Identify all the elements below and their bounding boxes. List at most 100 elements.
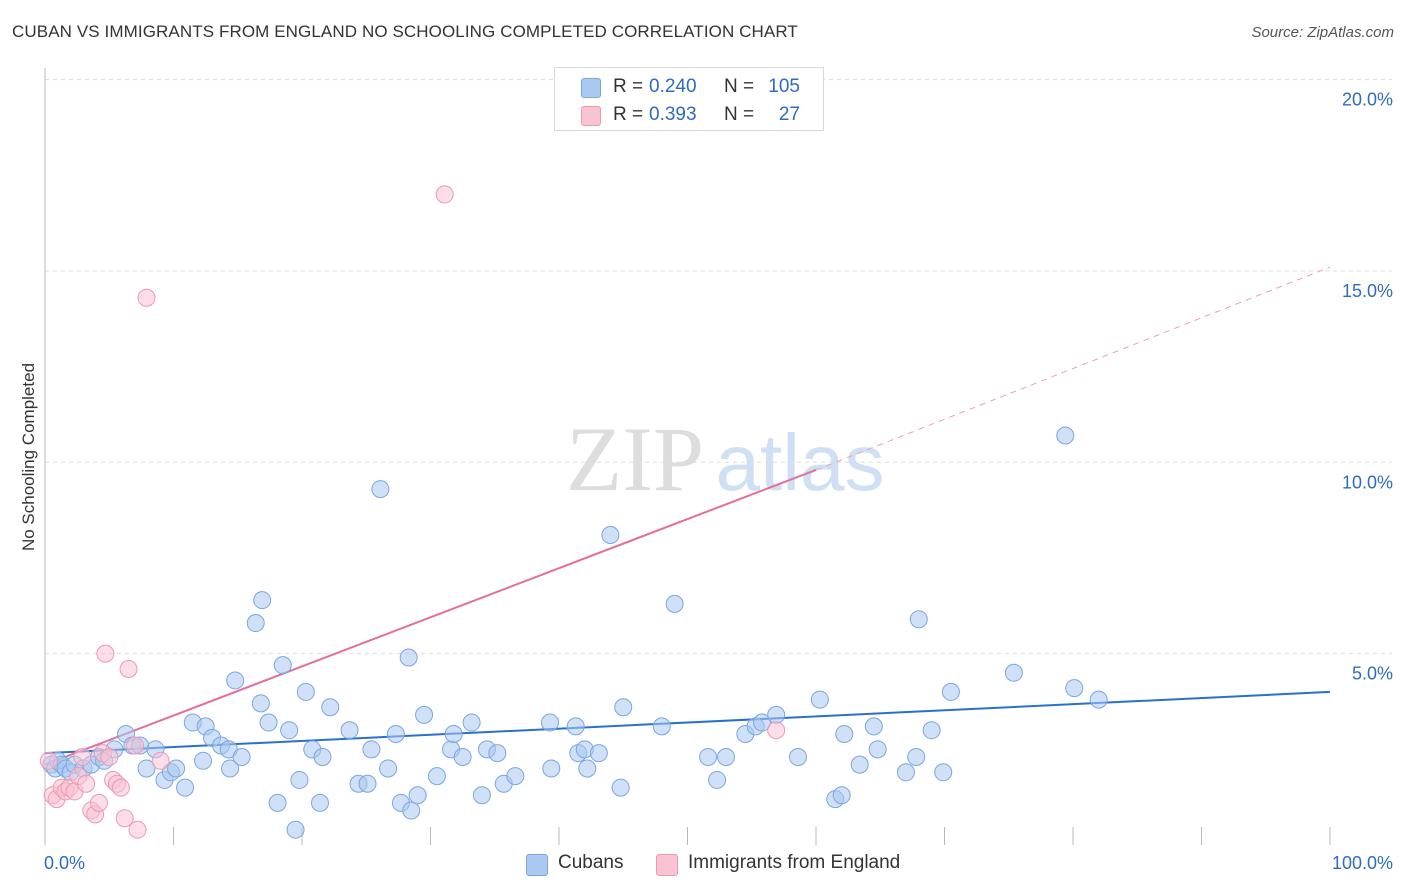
r-value: 0.240 [649,76,697,97]
cubans-swatch [581,78,601,98]
grid-layer [45,79,1392,655]
cubans-point [699,747,718,766]
cubans-point [280,721,299,740]
cubans-point [1065,679,1084,698]
cubans-point [810,690,829,709]
cubans-point [909,610,928,629]
cubans-point [427,767,446,786]
cubans-point [1056,426,1075,445]
england-point [73,747,92,766]
cubans-point [453,747,472,766]
cubans-legend-swatch [526,854,548,876]
cubans-point [614,698,633,717]
y-axis-title: No Schooling Completed [19,363,38,551]
cubans-point [246,614,265,633]
cubans-point [488,744,507,763]
cubans-point [1089,690,1108,709]
england-point [111,778,130,797]
cubans-point [232,747,251,766]
cubans-point [310,793,329,812]
cubans-point [137,759,156,778]
cubans-point [922,721,941,740]
england-point [128,820,147,839]
cubans-point [789,747,808,766]
cubans-point [253,591,272,610]
cubans-point [462,713,481,732]
cubans-point [408,786,427,805]
cubans-point [835,725,854,744]
cubans-point [652,717,671,736]
england-point [767,721,786,740]
cubans-point [472,786,491,805]
england-trend-extension [815,266,1331,471]
r-value: 0.393 [649,104,697,125]
cubans-point [399,648,418,667]
cubans-point [296,682,315,701]
y-tick-label: 10.0% [1342,472,1393,492]
n-value: 27 [778,104,800,125]
cubans-point [896,763,915,782]
cubans-point [601,526,620,545]
cubans-point [321,698,340,717]
england-point [96,644,115,663]
n-label: N = [724,76,755,97]
cubans-point [379,759,398,778]
cubans-point [665,594,684,613]
cubans-point [371,480,390,499]
cubans-point [167,759,186,778]
cubans-point [259,713,278,732]
label-layer: 5.0% 10.0% 15.0% 20.0% 0.0% 100.0% No Schoolin… [19,90,1393,873]
y-tick-label: 5.0% [1352,664,1393,684]
cubans-point [273,656,292,675]
cubans-point [226,671,245,690]
source-label: Source: ZipAtlas.com [1251,24,1394,41]
y-tick-label: 15.0% [1342,281,1393,301]
stats-row-england: R = 0.393 N = 27 [555,101,823,129]
cubans-point [415,705,434,724]
legend-label: Cubans [558,852,624,873]
england-point [77,774,96,793]
cubans-point [578,759,597,778]
r-label: R = [613,76,644,97]
cubans-point [358,774,377,793]
cubans-point [268,793,287,812]
england-point [151,751,170,770]
england-point [435,185,454,204]
legend-label: Immigrants from England [688,852,901,873]
cubans-point [176,778,195,797]
cubans-point [611,778,630,797]
cubans-point [717,747,736,766]
england-swatch [581,106,601,126]
cubans-trend-line [44,690,1331,755]
england-point [125,736,144,755]
england-point [100,747,119,766]
axis-layer [44,68,1331,845]
cubans-point [708,770,727,789]
cubans-point [362,740,381,759]
cubans-point [850,755,869,774]
cubans-point [221,759,240,778]
cubans-point [313,747,332,766]
cubans-point [541,713,560,732]
cubans-point [934,763,953,782]
cubans-point [251,694,270,713]
r-label: R = [613,104,644,125]
cubans-point [1004,663,1023,682]
x-tick-label: 100.0% [1332,853,1393,873]
cubans-point [286,820,305,839]
cubans-point [868,740,887,759]
cubans-point [402,801,421,820]
england-point [89,793,108,812]
cubans-point [386,725,405,744]
england-point [137,288,156,307]
cubans-point [589,744,608,763]
cubans-point [542,759,561,778]
chart-title: CUBAN VS IMMIGRANTS FROM ENGLAND NO SCHO… [12,22,798,41]
england-legend-swatch [656,854,678,876]
england-trend-line [44,469,817,766]
cubans-point [864,717,883,736]
stats-legend: R = 0.240 N = 105 R = 0.393 N = 27 [554,67,824,131]
cubans-point [941,682,960,701]
cubans-point [290,770,309,789]
cubans-point [506,767,525,786]
